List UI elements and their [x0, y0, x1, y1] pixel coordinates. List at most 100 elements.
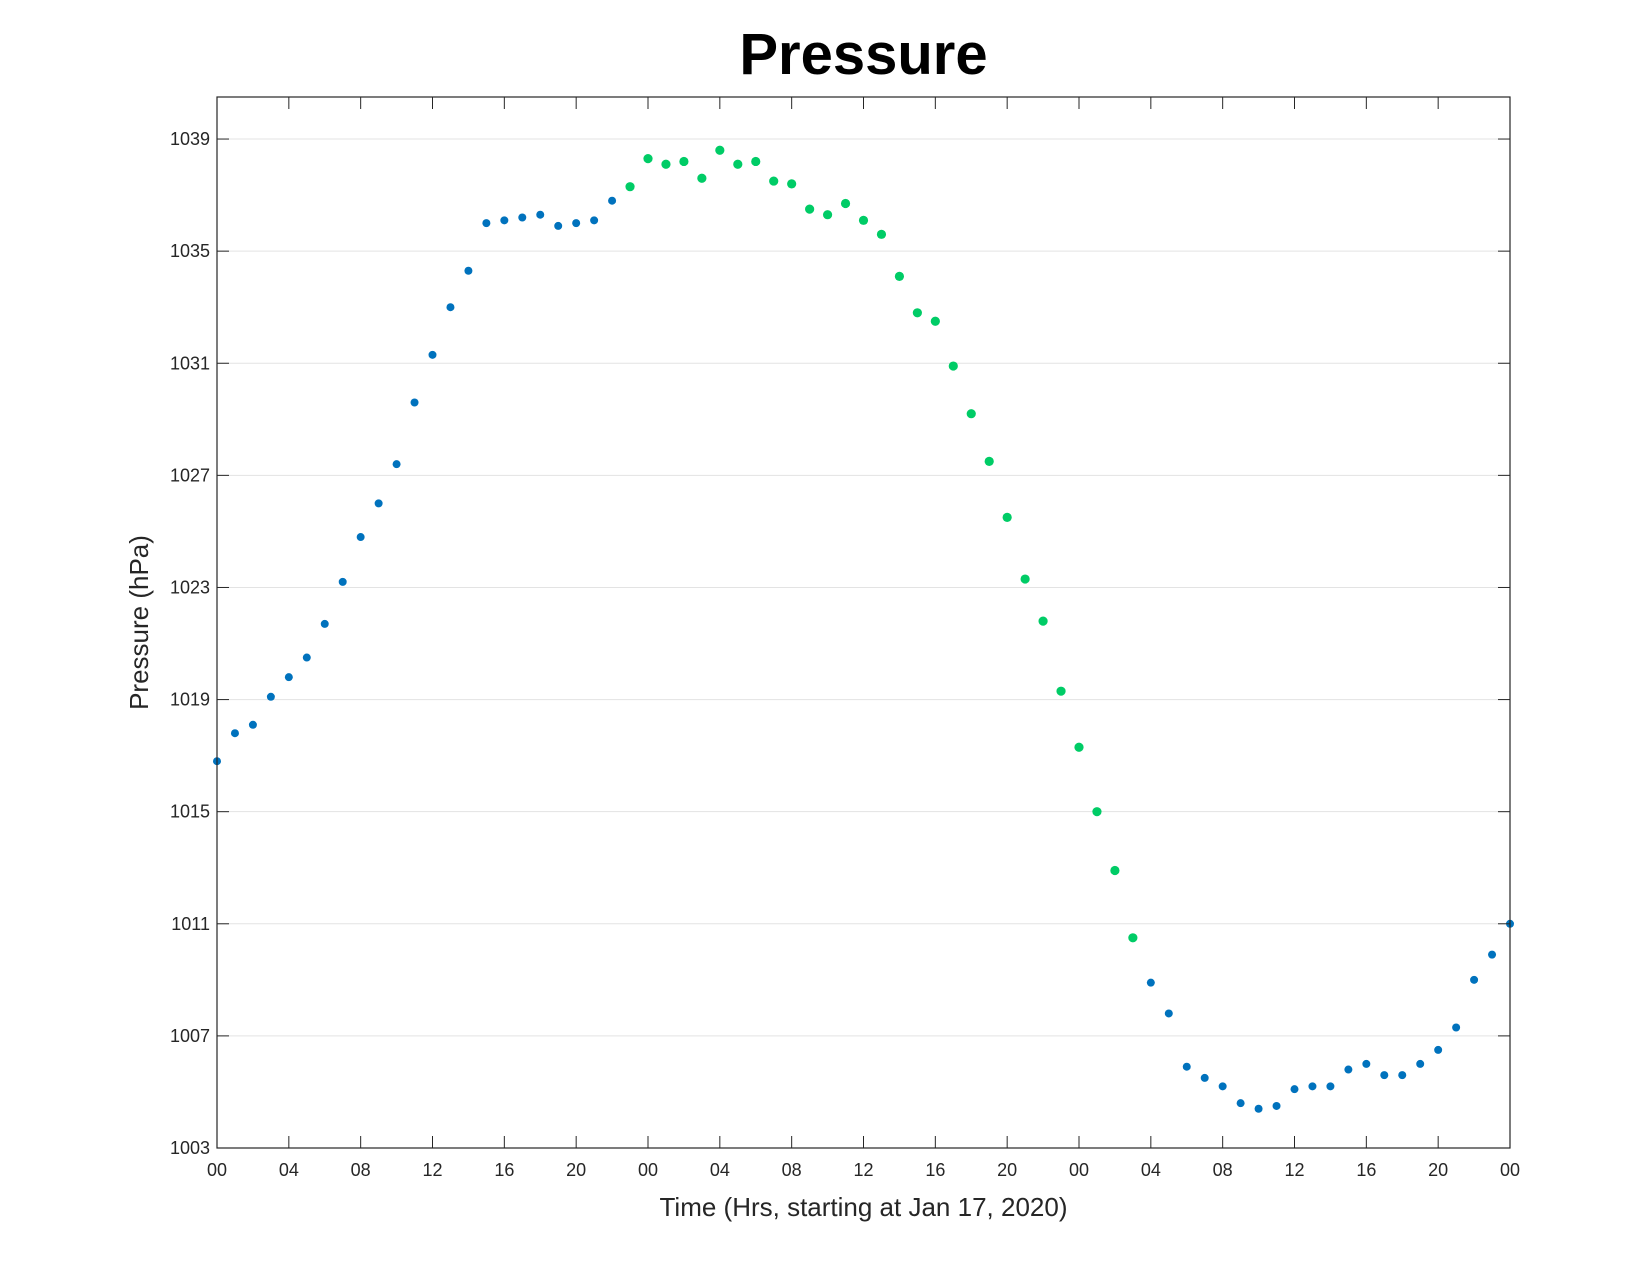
- y-tick-label: 1007: [170, 1026, 210, 1046]
- data-point: [1110, 865, 1120, 876]
- x-tick-label: 20: [566, 1160, 586, 1180]
- x-tick-label: 12: [1284, 1160, 1304, 1180]
- data-point: [464, 266, 473, 275]
- y-tick-label: 1011: [171, 914, 210, 934]
- data-point: [1380, 1071, 1389, 1080]
- data-point: [428, 350, 437, 359]
- data-point: [1002, 512, 1012, 523]
- data-point: [356, 533, 365, 542]
- y-tick-label: 1031: [170, 353, 210, 373]
- data-point: [930, 316, 940, 326]
- data-point: [410, 398, 419, 407]
- y-tick-label: 1019: [170, 690, 210, 710]
- data-point: [1236, 1099, 1245, 1108]
- data-point: [320, 619, 329, 628]
- data-point: [966, 409, 976, 419]
- data-point: [697, 173, 707, 183]
- data-point: [374, 499, 383, 508]
- data-point: [625, 182, 635, 192]
- data-point: [984, 456, 994, 466]
- data-point: [876, 229, 887, 239]
- data-point: [392, 460, 401, 469]
- data-point: [338, 577, 347, 586]
- x-tick-label: 04: [1141, 1160, 1161, 1180]
- data-point: [1218, 1082, 1227, 1091]
- x-tick-label: 04: [710, 1160, 730, 1180]
- plot-area: [217, 97, 1510, 1148]
- data-point: [1200, 1073, 1209, 1082]
- data-point: [1164, 1009, 1173, 1018]
- data-point: [822, 210, 833, 220]
- x-axis-label: Time (Hrs, starting at Jan 17, 2020): [660, 1192, 1068, 1222]
- data-point: [948, 361, 958, 371]
- data-point: [733, 159, 743, 169]
- data-point: [715, 145, 725, 155]
- x-tick-label: 00: [207, 1160, 227, 1180]
- y-axis-label: Pressure (hPa): [124, 535, 154, 710]
- data-point: [608, 196, 617, 205]
- data-point: [1308, 1082, 1317, 1091]
- x-tick-label: 00: [1500, 1160, 1520, 1180]
- data-point: [1038, 616, 1048, 626]
- data-point: [482, 219, 491, 228]
- data-point: [284, 673, 293, 682]
- y-tick-label: 1015: [170, 802, 210, 822]
- data-point: [1290, 1085, 1299, 1094]
- data-point: [787, 179, 797, 189]
- data-point: [858, 215, 869, 225]
- data-point: [266, 692, 275, 701]
- grid-lines: [217, 138, 1510, 1149]
- x-tick-label: 00: [638, 1160, 658, 1180]
- data-point: [643, 154, 653, 164]
- data-point: [230, 729, 239, 738]
- x-tick-label: 12: [422, 1160, 442, 1180]
- x-tick-label: 16: [494, 1160, 514, 1180]
- data-point: [679, 156, 689, 167]
- data-point: [1452, 1023, 1461, 1032]
- data-points: [213, 145, 1514, 1113]
- tick-labels: 1003 1007 1011 1015 1019 1023 1027 1031 1035 1039…: [170, 129, 1520, 1180]
- x-tick-label: 20: [1428, 1160, 1448, 1180]
- y-tick-label: 1023: [170, 577, 210, 597]
- data-point: [248, 720, 257, 729]
- data-point: [912, 308, 922, 318]
- data-point: [500, 216, 509, 225]
- x-tick-label: 08: [782, 1160, 802, 1180]
- data-point: [1344, 1065, 1353, 1074]
- data-point: [1074, 742, 1084, 752]
- data-point: [1398, 1071, 1407, 1080]
- x-tick-label: 12: [853, 1160, 873, 1180]
- data-point: [446, 303, 455, 312]
- data-point: [1020, 574, 1030, 584]
- data-point: [1272, 1101, 1281, 1110]
- data-point: [894, 271, 905, 281]
- data-point: [302, 653, 311, 662]
- data-point: [1056, 686, 1066, 696]
- data-point: [1434, 1045, 1443, 1054]
- data-point: [1488, 950, 1497, 959]
- data-point: [1470, 975, 1479, 984]
- data-point: [1182, 1062, 1191, 1071]
- x-tick-label: 16: [925, 1160, 945, 1180]
- x-tick-label: 04: [279, 1160, 299, 1180]
- x-tick-label: 20: [997, 1160, 1017, 1180]
- data-point: [751, 156, 761, 167]
- data-point: [1146, 978, 1155, 987]
- x-tick-label: 16: [1356, 1160, 1376, 1180]
- data-point: [840, 198, 851, 209]
- x-tick-label: 08: [1213, 1160, 1233, 1180]
- data-point: [1362, 1059, 1371, 1068]
- data-point: [769, 176, 779, 186]
- data-point: [1254, 1104, 1263, 1113]
- data-point: [1092, 807, 1102, 817]
- data-point: [590, 216, 599, 225]
- data-point: [661, 159, 671, 169]
- x-tick-label: 00: [1069, 1160, 1089, 1180]
- data-point: [1128, 933, 1138, 943]
- data-point: [518, 213, 527, 222]
- y-tick-label: 1035: [170, 241, 210, 261]
- data-point: [572, 219, 581, 228]
- y-tick-label: 1003: [170, 1138, 210, 1158]
- y-tick-label: 1027: [170, 465, 210, 485]
